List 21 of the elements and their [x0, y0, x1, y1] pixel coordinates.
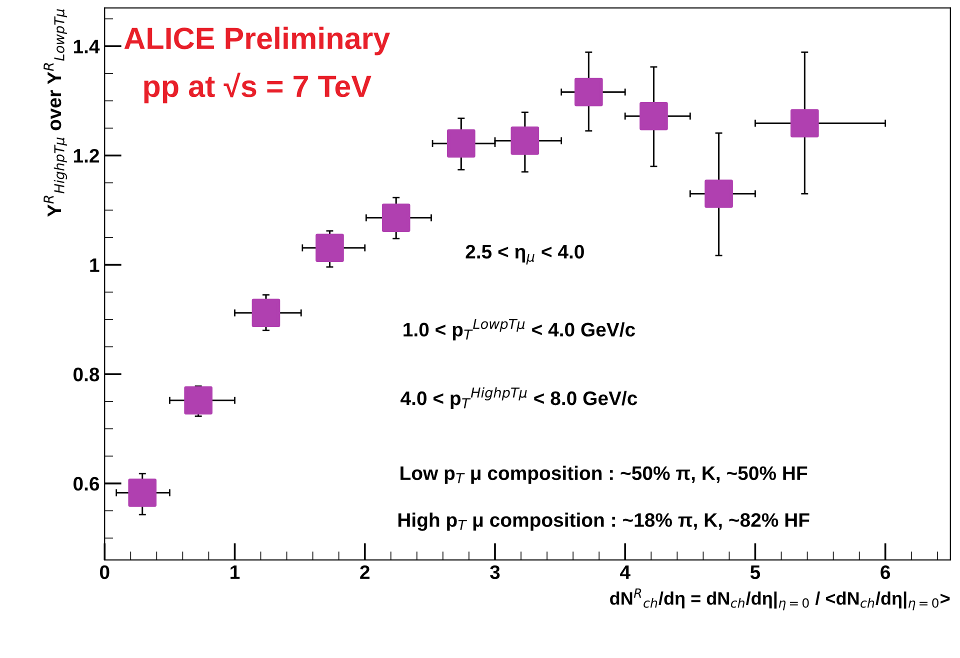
- x-tick-label: 6: [880, 565, 890, 580]
- x-tick-label: 2: [360, 565, 370, 579]
- x-tick-label: 0: [100, 565, 110, 580]
- x-tick-label: 3: [490, 565, 500, 580]
- y-tick-label: 1.4: [74, 40, 100, 54]
- annotation: High p$_{T}$ μ composition : ~18% π, K, ~82% HF: [398, 512, 810, 531]
- x-tick-label: 4: [620, 566, 630, 579]
- annotation: 1.0 < p$_{T}$$^{LowpTμ}$ < 4.0 GeV/c: [404, 318, 636, 340]
- text: ALICE Preliminary: [124, 26, 390, 56]
- annotation: 2.5 < η$_{μ}$ < 4.0: [466, 244, 584, 264]
- x-tick-label: 1: [230, 566, 240, 579]
- annotation: Low p$_{T}$ μ composition : ~50% π, K, ~50% HF: [400, 466, 808, 484]
- x-tick-label: 5: [750, 566, 760, 580]
- y-tick-label: 0.6: [74, 476, 100, 491]
- text: pp at √s = 7 TeV: [144, 72, 372, 104]
- text: dN$^{R}$$_{ch}$/dη = dN$_{ch}$/dη|$_{η=0}$ / <dN$_{ch}$/dη|$_{η=0}$>: [610, 588, 950, 610]
- y-axis-title: Y$^{R}$$_{HighpTμ}$ over Y$^{R}$$_{LowpTμ}$: [44, 9, 68, 217]
- y-tick-label: 1.2: [74, 148, 100, 163]
- y-tick-label: 1: [90, 258, 100, 272]
- annotation: 4.0 < p$_{T}$$^{HighpTμ}$ < 8.0 GeV/c: [400, 387, 638, 410]
- y-tick-label: 0.8: [74, 368, 100, 382]
